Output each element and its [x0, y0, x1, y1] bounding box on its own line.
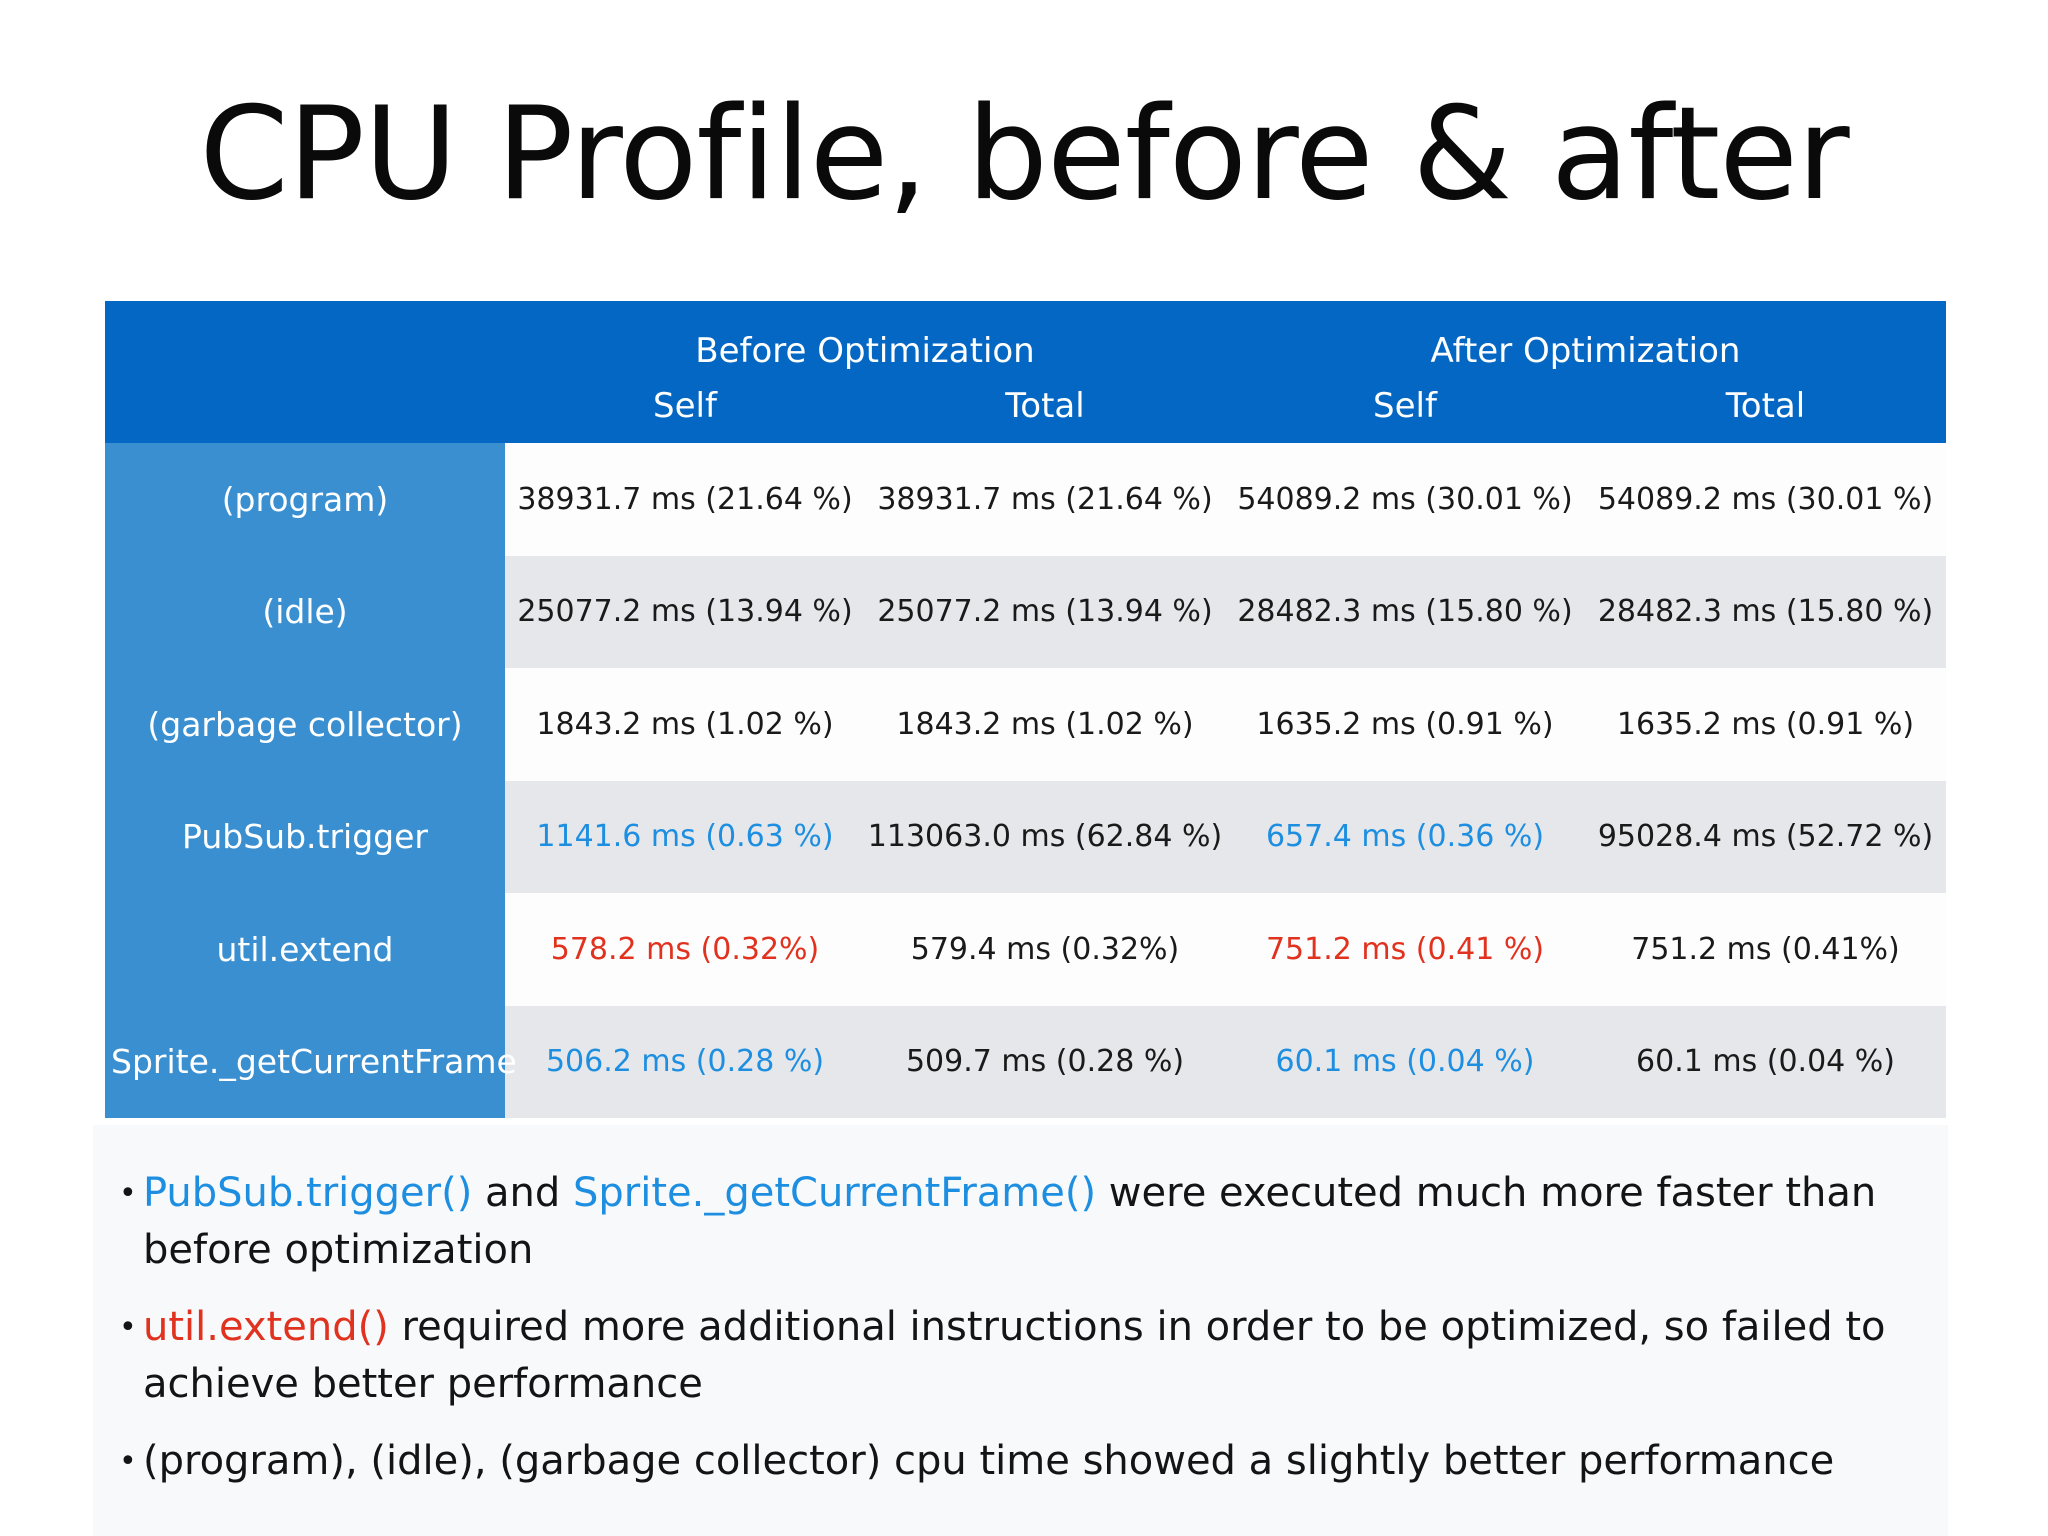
cell-after-total: 28482.3 ms (15.80 %) [1585, 555, 1947, 668]
row-label-program: (program) [105, 443, 505, 556]
note-text: and [472, 1170, 573, 1216]
bullet-dot: • [119, 1176, 137, 1211]
header-after-optimization: After Optimization [1225, 301, 1947, 375]
table-row: Sprite._getCurrentFrame 506.2 ms (0.28 %… [105, 1005, 1947, 1118]
note-text: required more additional instructions in… [143, 1304, 1886, 1407]
note-keyword-pubsub-trigger: PubSub.trigger() [143, 1170, 473, 1216]
cell-before-total: 25077.2 ms (13.94 %) [865, 555, 1225, 668]
cell-before-total: 113063.0 ms (62.84 %) [865, 780, 1225, 893]
cell-before-total: 579.4 ms (0.32%) [865, 893, 1225, 1006]
cell-before-self: 38931.7 ms (21.64 %) [505, 443, 865, 556]
table-row: PubSub.trigger 1141.6 ms (0.63 %) 113063… [105, 780, 1947, 893]
subheader-corner [105, 375, 505, 443]
cell-before-total: 38931.7 ms (21.64 %) [865, 443, 1225, 556]
notes-list: • PubSub.trigger() and Sprite._getCurren… [119, 1165, 1923, 1510]
table-row: (program) 38931.7 ms (21.64 %) 38931.7 m… [105, 443, 1947, 556]
row-label-garbage-collector: (garbage collector) [105, 668, 505, 781]
row-label-idle: (idle) [105, 555, 505, 668]
table-group-header-row: Before Optimization After Optimization [105, 301, 1947, 375]
row-label-util-extend: util.extend [105, 893, 505, 1006]
note-item: • (program), (idle), (garbage collector)… [119, 1433, 1923, 1490]
bullet-dot: • [119, 1444, 137, 1479]
table-row: (garbage collector) 1843.2 ms (1.02 %) 1… [105, 668, 1947, 781]
table-subheader-row: Self Total Self Total [105, 375, 1947, 443]
cpu-profile-table: Before Optimization After Optimization S… [105, 301, 1947, 1118]
cell-before-self: 578.2 ms (0.32%) [505, 893, 865, 1006]
header-before-optimization: Before Optimization [505, 301, 1225, 375]
subheader-after-total: Total [1585, 375, 1947, 443]
header-corner [105, 301, 505, 375]
table-row: util.extend 578.2 ms (0.32%) 579.4 ms (0… [105, 893, 1947, 1006]
cell-after-self: 1635.2 ms (0.91 %) [1225, 668, 1585, 781]
cell-after-self: 751.2 ms (0.41 %) [1225, 893, 1585, 1006]
notes-box: • PubSub.trigger() and Sprite._getCurren… [93, 1125, 1948, 1536]
bullet-dot: • [119, 1310, 137, 1345]
cell-before-self: 1843.2 ms (1.02 %) [505, 668, 865, 781]
cell-after-total: 54089.2 ms (30.01 %) [1585, 443, 1947, 556]
note-item: • PubSub.trigger() and Sprite._getCurren… [119, 1165, 1923, 1279]
table-row: (idle) 25077.2 ms (13.94 %) 25077.2 ms (… [105, 555, 1947, 668]
cell-before-self: 506.2 ms (0.28 %) [505, 1005, 865, 1118]
row-label-pubsub-trigger: PubSub.trigger [105, 780, 505, 893]
row-label-sprite-getcurrentframe: Sprite._getCurrentFrame [105, 1005, 517, 1118]
cell-after-self: 28482.3 ms (15.80 %) [1225, 555, 1585, 668]
note-keyword-util-extend: util.extend() [143, 1304, 389, 1350]
cell-after-total: 751.2 ms (0.41%) [1585, 893, 1947, 1006]
cell-after-self: 657.4 ms (0.36 %) [1225, 780, 1585, 893]
note-text: (program), (idle), (garbage collector) c… [143, 1438, 1835, 1484]
cell-after-total: 60.1 ms (0.04 %) [1585, 1005, 1947, 1118]
cell-after-total: 1635.2 ms (0.91 %) [1585, 668, 1947, 781]
cell-after-total: 95028.4 ms (52.72 %) [1585, 780, 1947, 893]
slide-title: CPU Profile, before & after [199, 80, 1849, 229]
note-text: were executed much more faster than befo… [143, 1170, 1877, 1273]
subheader-before-self: Self [505, 375, 865, 443]
cell-before-self: 1141.6 ms (0.63 %) [505, 780, 865, 893]
note-item: • util.extend() required more additional… [119, 1299, 1923, 1413]
cell-before-total: 509.7 ms (0.28 %) [865, 1005, 1225, 1118]
cell-after-self: 54089.2 ms (30.01 %) [1225, 443, 1585, 556]
subheader-before-total: Total [865, 375, 1225, 443]
note-keyword-sprite-getcurrentframe: Sprite._getCurrentFrame() [572, 1170, 1097, 1216]
cell-before-total: 1843.2 ms (1.02 %) [865, 668, 1225, 781]
subheader-after-self: Self [1225, 375, 1585, 443]
cell-after-self: 60.1 ms (0.04 %) [1225, 1005, 1585, 1118]
cell-before-self: 25077.2 ms (13.94 %) [505, 555, 865, 668]
